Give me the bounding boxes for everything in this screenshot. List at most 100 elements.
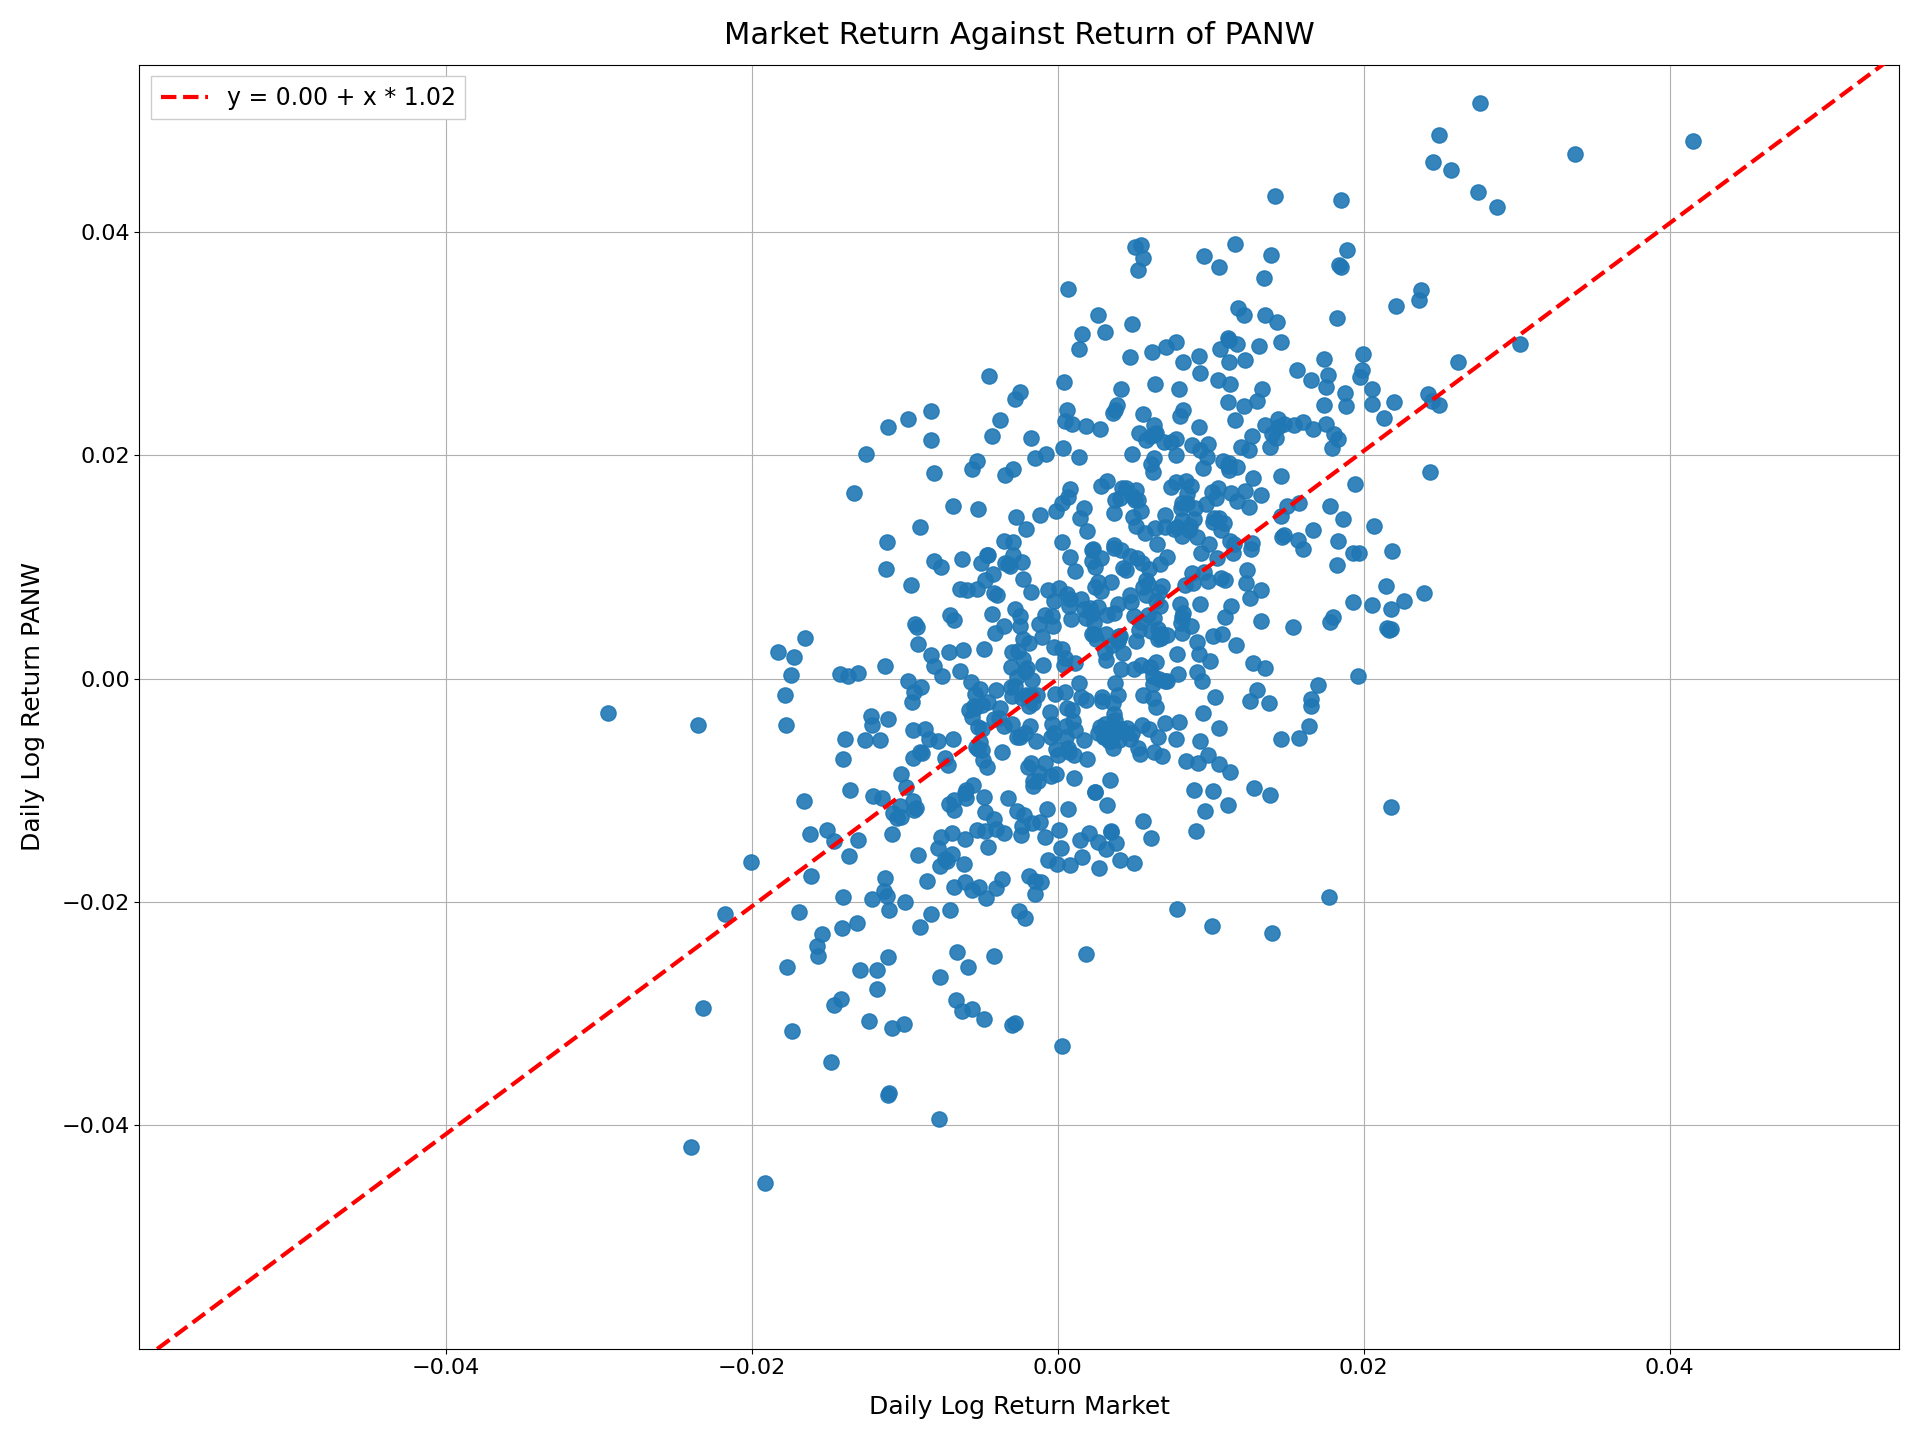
Point bbox=[1064, 507, 1094, 530]
Point bbox=[1181, 631, 1212, 654]
Point bbox=[1002, 665, 1033, 688]
Point bbox=[1092, 603, 1123, 626]
Point bbox=[904, 516, 935, 539]
Point bbox=[1104, 625, 1135, 648]
Point bbox=[1004, 900, 1035, 923]
Point bbox=[1041, 737, 1071, 760]
Point bbox=[1309, 393, 1340, 416]
Point bbox=[1233, 438, 1263, 461]
Point bbox=[996, 675, 1027, 698]
Point bbox=[1140, 696, 1171, 719]
Point bbox=[1139, 459, 1169, 482]
Point bbox=[1217, 541, 1248, 564]
Point bbox=[989, 615, 1020, 638]
Point bbox=[1127, 654, 1158, 677]
Point bbox=[1102, 720, 1133, 743]
Point bbox=[925, 665, 956, 688]
Point bbox=[1288, 410, 1319, 433]
Point bbox=[1054, 588, 1085, 611]
Point bbox=[1031, 798, 1062, 821]
Point bbox=[1250, 657, 1281, 680]
Point bbox=[945, 577, 975, 600]
Point bbox=[885, 762, 916, 785]
Point bbox=[1325, 255, 1356, 278]
Point bbox=[1081, 628, 1112, 651]
Point bbox=[1077, 622, 1108, 645]
Point bbox=[1373, 618, 1404, 641]
Point bbox=[858, 785, 889, 808]
Point bbox=[1208, 511, 1238, 534]
Point bbox=[1246, 609, 1277, 632]
Point bbox=[866, 786, 897, 809]
Point bbox=[1423, 393, 1453, 416]
Point bbox=[1181, 819, 1212, 842]
Point bbox=[1014, 631, 1044, 654]
Point bbox=[1246, 377, 1277, 400]
Point bbox=[1129, 521, 1160, 544]
Point bbox=[1091, 838, 1121, 861]
Point bbox=[1127, 684, 1158, 707]
Point bbox=[1096, 634, 1127, 657]
Point bbox=[1064, 671, 1094, 694]
Point bbox=[1298, 518, 1329, 541]
Point bbox=[783, 900, 814, 923]
Point bbox=[989, 714, 1020, 737]
Point bbox=[1052, 798, 1083, 821]
Point bbox=[1033, 577, 1064, 600]
Point bbox=[1123, 259, 1154, 282]
Point bbox=[1152, 546, 1183, 569]
Point bbox=[1313, 363, 1344, 386]
Point bbox=[1146, 622, 1177, 645]
Point bbox=[1331, 382, 1361, 405]
Point bbox=[1342, 665, 1373, 688]
Point bbox=[972, 837, 1002, 860]
Point bbox=[1144, 580, 1175, 603]
Point bbox=[1321, 554, 1352, 577]
Point bbox=[1188, 456, 1219, 480]
Point bbox=[1288, 537, 1319, 560]
Point bbox=[1140, 517, 1171, 540]
Point bbox=[1137, 687, 1167, 710]
Point bbox=[1377, 539, 1407, 562]
Point bbox=[1442, 351, 1473, 374]
Point bbox=[924, 1107, 954, 1130]
Point bbox=[972, 544, 1002, 567]
Point bbox=[829, 727, 860, 750]
Point bbox=[1135, 827, 1165, 850]
Point bbox=[1417, 151, 1448, 174]
Point bbox=[1006, 687, 1037, 710]
Point bbox=[874, 1081, 904, 1104]
Point bbox=[1294, 714, 1325, 737]
Point bbox=[1004, 605, 1035, 628]
Point bbox=[987, 867, 1018, 890]
Point bbox=[1029, 825, 1060, 848]
Point bbox=[1256, 783, 1286, 806]
Point bbox=[972, 887, 1002, 910]
Point bbox=[1091, 321, 1121, 344]
Point bbox=[1052, 697, 1083, 720]
Point bbox=[1236, 652, 1267, 675]
Point bbox=[1160, 428, 1190, 451]
Point bbox=[1204, 717, 1235, 740]
Point bbox=[1277, 615, 1308, 638]
Point bbox=[874, 945, 904, 968]
Point bbox=[1091, 639, 1121, 662]
Point bbox=[1083, 721, 1114, 744]
Point bbox=[1265, 331, 1296, 354]
Point bbox=[1167, 350, 1198, 373]
Point bbox=[1035, 700, 1066, 723]
Point bbox=[1127, 714, 1158, 737]
Point bbox=[1192, 569, 1223, 592]
Point bbox=[1133, 603, 1164, 626]
Point bbox=[996, 655, 1027, 678]
Point bbox=[1194, 533, 1225, 556]
Point bbox=[1210, 569, 1240, 592]
Point bbox=[1137, 619, 1167, 642]
Point bbox=[795, 822, 826, 845]
Point bbox=[1236, 425, 1267, 448]
Point bbox=[920, 655, 950, 678]
Point bbox=[1098, 501, 1129, 524]
Point bbox=[964, 876, 995, 899]
Point bbox=[1016, 714, 1046, 737]
Point bbox=[1146, 626, 1177, 649]
